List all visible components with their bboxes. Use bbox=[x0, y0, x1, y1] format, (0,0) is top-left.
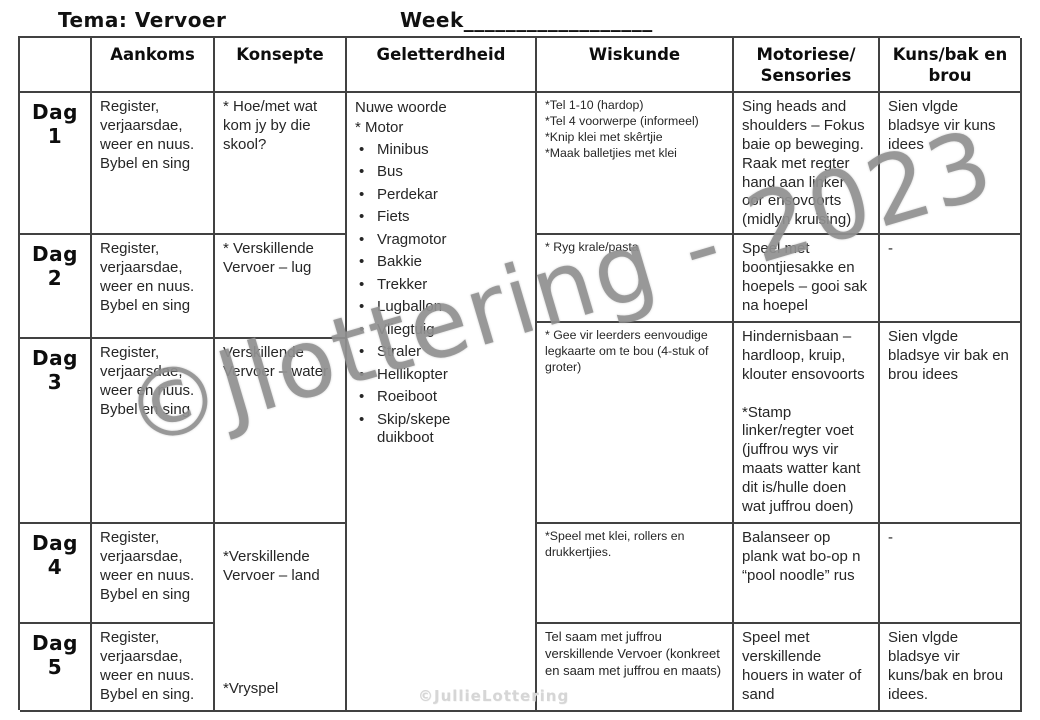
cell-dag4-kuns: - bbox=[880, 524, 1022, 624]
wordlist-item: Skip/skepe duikboot bbox=[355, 411, 527, 447]
cell-dag4-motoriese: Balanseer op plank wat bo-op n “pool noo… bbox=[734, 524, 880, 624]
cell-dag1-wiskunde: *Tel 1-10 (hardop) *Tel 4 voorwerpe (inf… bbox=[537, 93, 734, 235]
cell-dag1-aankoms: Register, verjaarsdae, weer en nuus. Byb… bbox=[92, 93, 215, 235]
cell-dag3-kuns: Sien vlgde bladsye vir bak en brou idees bbox=[880, 323, 1022, 524]
wordlist-item: Fiets bbox=[355, 208, 527, 226]
day-label-dag3: Dag 3 bbox=[20, 339, 92, 524]
header-konsepte: Konsepte bbox=[215, 38, 347, 93]
konsepte-land-text: *Verskillende Vervoer – land bbox=[223, 547, 320, 584]
wordlist-item: Bus bbox=[355, 163, 527, 181]
weekly-plan-table: Aankoms Konsepte Geletterdheid Wiskunde … bbox=[18, 36, 1022, 712]
cell-dag1-konsepte: * Hoe/met wat kom jy by die skool? bbox=[215, 93, 347, 235]
header-geletterdheid: Geletterdheid bbox=[347, 38, 537, 93]
wordlist-item: Vliegtuig bbox=[355, 321, 527, 339]
cell-dag5-aankoms: Register, verjaarsdae, weer en nuus. Byb… bbox=[92, 624, 215, 712]
day-label-dag1: Dag 1 bbox=[20, 93, 92, 235]
cell-dag2-kuns: - bbox=[880, 235, 1022, 323]
cell-dag5-wiskunde: Tel saam met juffrou verskillende Vervoe… bbox=[537, 624, 734, 712]
header-kuns-bak-brou: Kuns/bak en brou bbox=[880, 38, 1022, 93]
day-label-dag4: Dag 4 bbox=[20, 524, 92, 624]
header-motoriese-sensories: Motoriese/ Sensories bbox=[734, 38, 880, 93]
theme-title: Tema: Vervoer bbox=[58, 8, 227, 32]
cell-dag3-aankoms: Register, verjaarsdae, weer en nuus. Byb… bbox=[92, 339, 215, 524]
konsepte-vryspel-text: *Vryspel bbox=[223, 679, 279, 697]
cell-dag5-kuns: Sien vlgde bladsye vir kuns/bak en brou … bbox=[880, 624, 1022, 712]
wordlist: Minibus Bus Perdekar Fiets Vragmotor Bakkie Tr… bbox=[355, 141, 527, 447]
cell-dag1-kuns: Sien vlgde bladsye vir kuns idees bbox=[880, 93, 1022, 235]
cell-dag4-wiskunde: *Speel met klei, rollers en drukkertjies… bbox=[537, 524, 734, 624]
wordlist-item: Minibus bbox=[355, 141, 527, 159]
wordlist-intro: Nuwe woorde * Motor bbox=[355, 99, 447, 137]
cell-dag45-konsepte: *Verskillende Vervoer – land *Vryspel bbox=[215, 524, 347, 712]
header-day-empty bbox=[20, 38, 92, 93]
cell-dag3-konsepte: Verskillende Vervoer – water bbox=[215, 339, 347, 524]
wordlist-item: Lugballon bbox=[355, 298, 527, 316]
cell-dag3-wiskunde: * Gee vir leerders eenvoudige legkaarte … bbox=[537, 323, 734, 524]
cell-geletterdheid-wordlist: Nuwe woorde * Motor Minibus Bus Perdekar Fi… bbox=[347, 93, 537, 712]
wordlist-item: Roeiboot bbox=[355, 388, 527, 406]
wordlist-item: Perdekar bbox=[355, 186, 527, 204]
cell-dag5-motoriese: Speel met verskillende houers in water o… bbox=[734, 624, 880, 712]
cell-dag2-motoriese: Speel met boontjiesakke en hoepels – goo… bbox=[734, 235, 880, 323]
wordlist-item: Straler bbox=[355, 343, 527, 361]
wordlist-item: Bakkie bbox=[355, 253, 527, 271]
day-label-dag2: Dag 2 bbox=[20, 235, 92, 339]
header-wiskunde: Wiskunde bbox=[537, 38, 734, 93]
wordlist-item: Vragmotor bbox=[355, 231, 527, 249]
cell-dag3-motoriese: Hindernisbaan – hardloop, kruip, klouter… bbox=[734, 323, 880, 524]
cell-dag4-aankoms: Register, verjaarsdae, weer en nuus. Byb… bbox=[92, 524, 215, 624]
cell-dag2-wiskunde: * Ryg krale/pasta bbox=[537, 235, 734, 323]
day-label-dag5: Dag 5 bbox=[20, 624, 92, 712]
cell-dag2-konsepte: * Verskillende Vervoer – lug bbox=[215, 235, 347, 339]
cell-dag2-aankoms: Register, verjaarsdae, weer en nuus. Byb… bbox=[92, 235, 215, 339]
wordlist-item: Trekker bbox=[355, 276, 527, 294]
header-aankoms: Aankoms bbox=[92, 38, 215, 93]
wordlist-item: Hellikopter bbox=[355, 366, 527, 384]
week-blank-label: Week__________________ bbox=[400, 8, 653, 32]
cell-dag1-motoriese: Sing heads and shoulders – Fokus baie op… bbox=[734, 93, 880, 235]
